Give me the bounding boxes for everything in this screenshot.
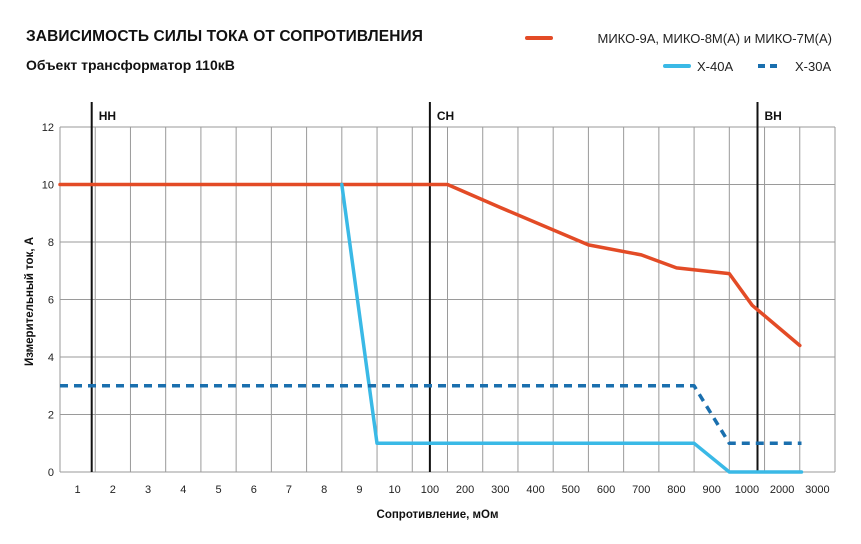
grid-lines [59,126,836,473]
x-tick-label: 4 [180,484,186,496]
x-axis-label: Сопротивление, мОм [377,509,499,521]
x-tick-label: 2 [110,484,116,496]
y-tick-label: 10 [42,180,54,192]
x-tick-label: 9 [356,484,362,496]
zone-markers: НН СН ВН [90,102,782,472]
zone-label: НН [99,109,116,123]
zone-label: ВН [765,109,782,123]
chart-subtitle: Объект трансформатор 110кВ [26,57,235,73]
x-tick-label: 100 [421,484,439,496]
x-tick-label: 10 [389,484,401,496]
x-tick-label: 500 [562,484,580,496]
x-tick-label: 7 [286,484,292,496]
y-tick-label: 8 [48,237,54,249]
x-tick-label: 600 [597,484,615,496]
x-tick-label: 2000 [770,484,794,496]
x-tick-label: 900 [703,484,721,496]
tick-labels: 1 2 3 4 5 6 7 8 9 10 100 200 300 400 500 600 700 800 900 10… [42,122,830,496]
x-tick-label: 400 [526,484,544,496]
x-tick-label: 3 [145,484,151,496]
y-tick-label: 12 [42,122,54,134]
x-tick-label: 800 [667,484,685,496]
y-tick-label: 6 [48,295,54,307]
legend: МИКО-9А, МИКО-8М(А) и МИКО-7М(А) X-40A X-3… [525,31,832,74]
legend-label-3: X-30A [795,59,831,74]
x-tick-label: 700 [632,484,650,496]
x-tick-label: 200 [456,484,474,496]
x-tick-label: 5 [215,484,221,496]
legend-label-2: X-40A [697,59,733,74]
legend-label-1: МИКО-9А, МИКО-8М(А) и МИКО-7М(А) [597,31,832,46]
x-tick-label: 3000 [805,484,829,496]
x-tick-label: 300 [491,484,509,496]
x-tick-label: 1 [75,484,81,496]
series-line-2 [340,182,804,474]
y-tick-label: 4 [48,352,54,364]
series-lines [58,182,804,474]
x-tick-label: 8 [321,484,327,496]
x-tick-label: 1000 [735,484,759,496]
series-line-1 [58,182,802,348]
zone-label: СН [437,109,454,123]
y-axis-label: Измерительный ток, А [24,237,36,366]
x-tick-label: 6 [251,484,257,496]
y-tick-label: 2 [48,410,54,422]
chart-title: ЗАВИСИМОСТЬ СИЛЫ ТОКА ОТ СОПРОТИВЛЕНИЯ [26,28,423,45]
y-tick-label: 0 [48,467,54,479]
